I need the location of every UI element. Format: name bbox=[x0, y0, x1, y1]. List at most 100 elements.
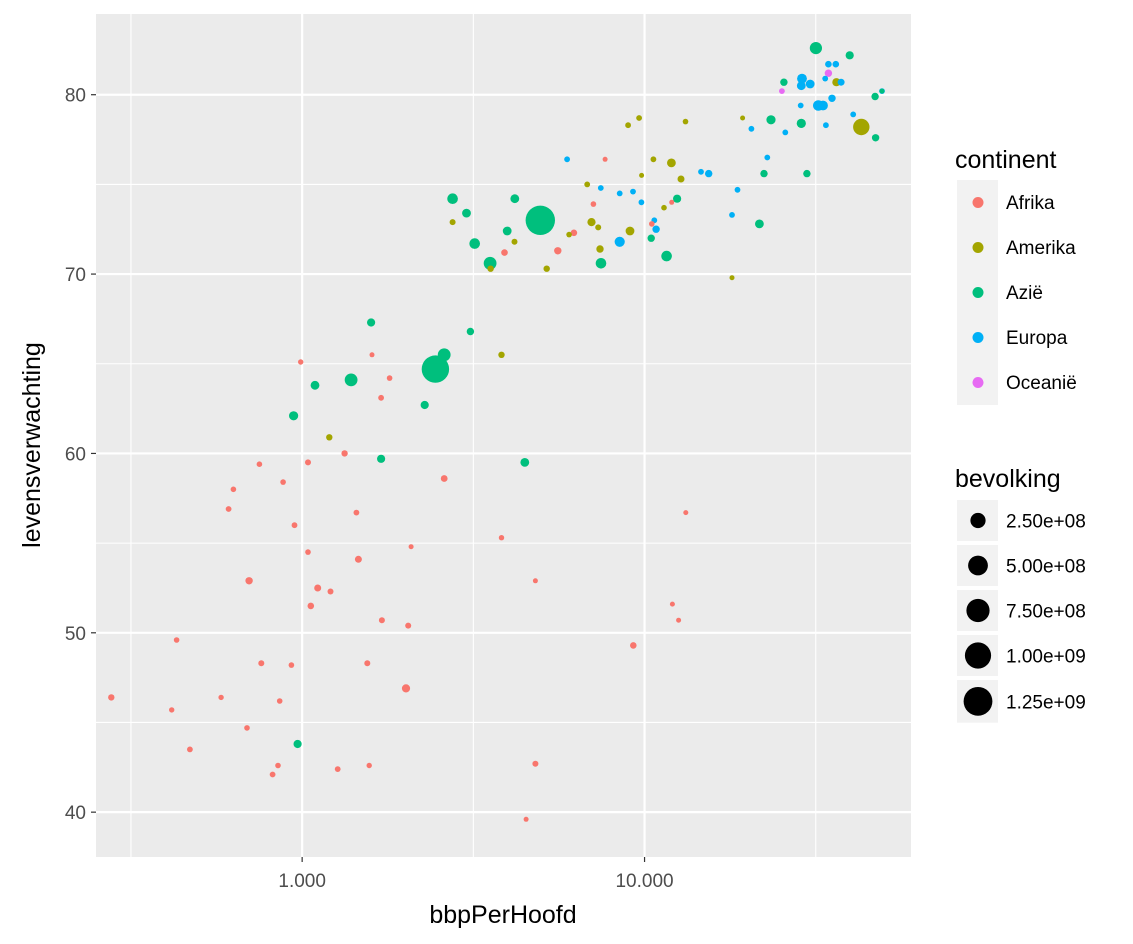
x-tick-label: 1.000 bbox=[278, 871, 326, 892]
data-point-europa bbox=[630, 188, 636, 195]
legend-population: bevolking 2.50e+08 5.00e+08 7.50e+08 1.00e+… bbox=[955, 465, 1086, 723]
data-point-afrika bbox=[523, 816, 529, 822]
data-point-amerika bbox=[853, 118, 870, 136]
data-point-afrika bbox=[386, 375, 393, 381]
data-point-amerika bbox=[498, 351, 505, 358]
data-point-europa bbox=[823, 122, 829, 129]
data-point-europa bbox=[797, 73, 807, 84]
data-point-europa bbox=[705, 169, 713, 178]
data-point-afrika bbox=[288, 662, 295, 668]
data-point-afrika bbox=[440, 475, 448, 482]
legend-label: 1.00e+09 bbox=[1006, 647, 1086, 668]
data-point-afrika bbox=[341, 450, 348, 457]
data-point-azië bbox=[845, 51, 854, 60]
data-point-azië bbox=[289, 411, 299, 421]
data-point-afrika bbox=[269, 771, 276, 778]
y-axis-title: levensverwachting bbox=[18, 342, 46, 548]
data-point-azië bbox=[483, 256, 497, 270]
legend-continent: continent Afrika Amerika Azië Europa Oceanië bbox=[955, 146, 1077, 405]
y-tick-label: 80 bbox=[65, 86, 86, 107]
legend-continent-title: continent bbox=[955, 146, 1057, 174]
data-point-afrika bbox=[244, 725, 250, 731]
data-point-azië bbox=[469, 238, 481, 249]
data-point-azië bbox=[293, 739, 302, 749]
data-point-europa bbox=[764, 154, 771, 161]
data-point-azië bbox=[595, 258, 607, 269]
data-point-afrika bbox=[630, 642, 637, 649]
legend-label: Azië bbox=[1006, 283, 1043, 304]
data-point-amerika bbox=[667, 158, 676, 168]
data-point-afrika bbox=[590, 201, 597, 207]
data-point-afrika bbox=[307, 602, 315, 610]
data-point-europa bbox=[616, 190, 623, 197]
grid-minor bbox=[96, 14, 911, 857]
data-point-afrika bbox=[498, 535, 505, 541]
data-point-azië bbox=[809, 42, 823, 55]
data-point-europa bbox=[822, 75, 829, 82]
legend-key-afrika bbox=[972, 197, 984, 208]
data-point-afrika bbox=[245, 577, 253, 585]
legend-label: Amerika bbox=[1006, 238, 1076, 259]
data-point-oceanië bbox=[824, 69, 833, 77]
data-point-afrika bbox=[276, 698, 283, 704]
data-point-afrika bbox=[108, 694, 115, 701]
data-point-azië bbox=[367, 318, 376, 327]
data-point-azië bbox=[466, 327, 475, 336]
data-point-azië bbox=[780, 78, 788, 86]
legend-size-key bbox=[966, 598, 990, 623]
x-axis: 1.000 10.000 bbox=[278, 857, 674, 892]
legend-label: 7.50e+08 bbox=[1006, 602, 1086, 623]
data-point-amerika bbox=[596, 245, 604, 253]
data-point-azië bbox=[437, 348, 451, 362]
data-point-amerika bbox=[625, 122, 631, 129]
data-point-europa bbox=[832, 60, 840, 68]
data-point-afrika bbox=[364, 660, 371, 667]
data-point-amerika bbox=[587, 218, 596, 227]
data-point-afrika bbox=[683, 510, 689, 516]
data-point-amerika bbox=[595, 224, 602, 231]
legend-label: Europa bbox=[1006, 328, 1068, 349]
legend-size-key bbox=[970, 512, 986, 529]
data-point-europa bbox=[825, 60, 832, 68]
data-point-afrika bbox=[187, 746, 193, 753]
legend-label: 1.25e+09 bbox=[1006, 692, 1086, 713]
data-point-europa bbox=[698, 168, 704, 175]
legend-size-key bbox=[968, 555, 988, 576]
data-point-afrika bbox=[354, 555, 362, 563]
data-point-afrika bbox=[173, 637, 180, 643]
data-point-afrika bbox=[369, 352, 375, 358]
data-point-amerika bbox=[487, 265, 494, 272]
data-point-amerika bbox=[636, 115, 642, 121]
data-point-azië bbox=[462, 208, 471, 218]
data-point-amerika bbox=[677, 175, 685, 183]
legend-key-oceanië bbox=[972, 377, 984, 388]
panel-background bbox=[96, 14, 911, 857]
data-point-afrika bbox=[669, 601, 675, 607]
data-point-azië bbox=[871, 134, 880, 142]
data-point-azië bbox=[310, 380, 320, 390]
data-point-afrika bbox=[291, 522, 298, 529]
data-point-afrika bbox=[401, 684, 411, 693]
legend-label: Oceanië bbox=[1006, 373, 1077, 394]
data-point-europa bbox=[734, 186, 741, 193]
data-point-azië bbox=[755, 219, 764, 229]
legend-key-europa bbox=[972, 332, 984, 343]
legend-key-amerika bbox=[972, 242, 984, 253]
data-point-afrika bbox=[258, 660, 265, 667]
legend-key-azië bbox=[972, 287, 984, 298]
data-point-afrika bbox=[334, 766, 341, 772]
data-point-amerika bbox=[729, 275, 735, 281]
legend-label: 2.50e+08 bbox=[1006, 512, 1086, 533]
y-axis: 40 50 60 70 80 bbox=[65, 86, 96, 824]
data-point-amerika bbox=[650, 156, 657, 163]
data-point-azië bbox=[510, 194, 520, 204]
data-point-amerika bbox=[566, 231, 572, 238]
data-point-europa bbox=[796, 81, 806, 91]
data-point-afrika bbox=[676, 617, 682, 623]
data-point-afrika bbox=[353, 509, 360, 516]
data-point-azië bbox=[525, 205, 555, 235]
data-point-azië bbox=[803, 169, 811, 178]
data-point-afrika bbox=[649, 221, 655, 227]
data-point-afrika bbox=[366, 762, 372, 769]
